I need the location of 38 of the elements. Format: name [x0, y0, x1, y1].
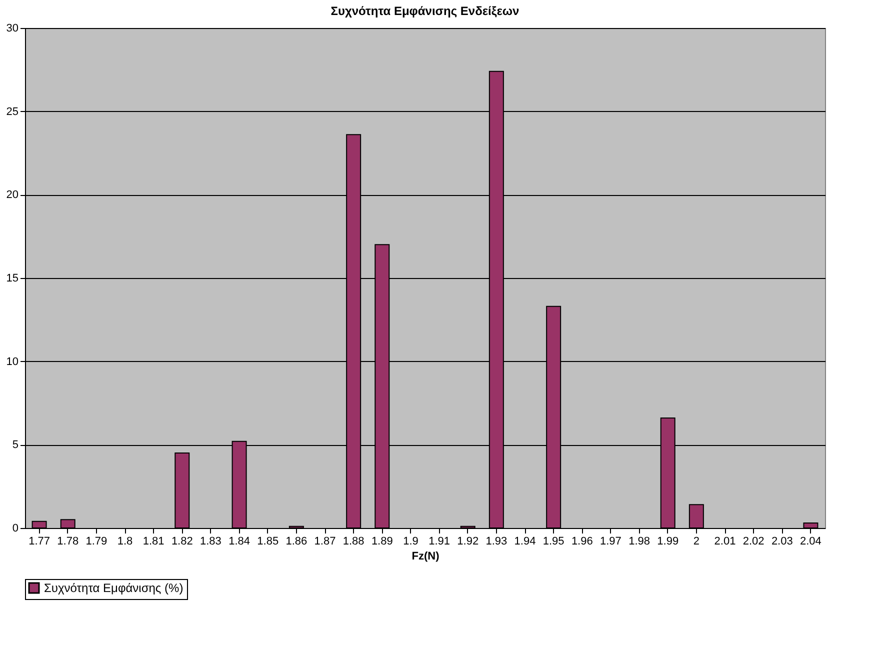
x-tick-label: 1.85: [257, 536, 279, 548]
x-tick-label: 1.92: [457, 536, 479, 548]
chart-title: Συχνότητα Εμφάνισης Ενδείξεων: [330, 4, 520, 18]
x-tick-label: 1.95: [542, 536, 564, 548]
x-tick-label: 1.8: [117, 536, 133, 548]
legend-label: Συχνότητα Εμφάνισης (%): [44, 581, 184, 595]
x-tick-label: 1.9: [403, 536, 418, 548]
x-tick-label: 1.91: [428, 536, 450, 548]
x-tick-label: 1.97: [600, 536, 622, 548]
y-tick-label: 20: [6, 189, 18, 202]
x-tick-label: 1.88: [342, 536, 364, 548]
x-tick-label: 2.03: [771, 536, 793, 548]
x-tick-label: 1.82: [171, 536, 193, 548]
x-axis-title: Fz(N): [412, 550, 440, 562]
x-tick-label: 1.84: [228, 536, 250, 548]
x-tick-label: 1.81: [142, 536, 164, 548]
x-tick-label: 2.04: [800, 536, 822, 548]
x-tick-label: 1.86: [286, 536, 308, 548]
x-tick-label: 1.78: [57, 536, 79, 548]
x-tick-label: 1.96: [571, 536, 593, 548]
x-tick-label: 1.98: [628, 536, 650, 548]
x-tick-label: 1.99: [657, 536, 679, 548]
y-tick-label: 5: [12, 439, 18, 452]
y-tick-label: 10: [6, 356, 18, 368]
x-tick-label: 1.87: [314, 536, 336, 548]
y-tick-label: 25: [6, 106, 18, 118]
y-tick-label: 15: [6, 272, 18, 284]
x-tick-label: 2.01: [714, 536, 736, 548]
x-tick-label: 1.79: [86, 536, 108, 548]
x-tick-label: 1.83: [200, 536, 222, 548]
y-tick-label: 0: [12, 522, 18, 534]
x-tick-label: 2: [693, 536, 700, 548]
y-tick-label: 30: [6, 22, 18, 34]
x-tick-label: 1.93: [486, 536, 508, 548]
x-tick-label: 1.77: [28, 536, 50, 548]
x-tick-label: 2.02: [742, 536, 764, 548]
x-tick-label: 1.94: [514, 536, 536, 548]
x-tick-label: 1.89: [371, 536, 393, 548]
